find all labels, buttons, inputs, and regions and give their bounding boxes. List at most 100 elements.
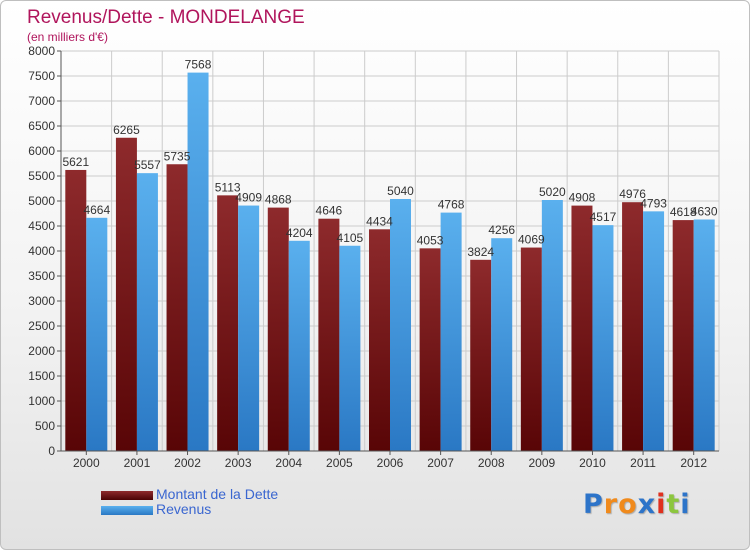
- bar-revenus: [693, 219, 715, 451]
- bar-revenus: [541, 200, 563, 451]
- chart-subtitle: (en milliers d'€): [27, 30, 108, 44]
- data-label-revenus: 5040: [387, 184, 414, 198]
- bar-dette: [65, 169, 87, 451]
- y-tick-label: 8000: [28, 44, 55, 58]
- x-tick-label: 2007: [427, 456, 454, 470]
- bar-revenus: [187, 72, 209, 451]
- x-tick-label: 2010: [579, 456, 606, 470]
- bar-dette: [520, 247, 542, 451]
- y-tick-label: 3500: [28, 269, 55, 283]
- data-label-dette: 3824: [467, 245, 494, 259]
- chart-title: Revenus/Dette - MONDELANGE: [27, 7, 305, 28]
- data-label-revenus: 5557: [134, 158, 161, 172]
- data-label-dette: 5735: [164, 149, 191, 163]
- legend-label-revenus: Revenus: [156, 501, 212, 517]
- data-label-dette: 6265: [113, 123, 140, 137]
- x-tick-label: 2008: [478, 456, 505, 470]
- logo-letter: t: [666, 489, 681, 520]
- data-label-dette: 5113: [215, 180, 241, 194]
- data-label-revenus: 4909: [235, 191, 262, 205]
- x-tick-label: 2001: [124, 456, 151, 470]
- x-tick-label: 2000: [73, 456, 100, 470]
- legend-label-dette: Montant de la Dette: [156, 486, 279, 502]
- bar-dette: [571, 205, 593, 451]
- bar-revenus: [339, 245, 361, 451]
- x-tick-label: 2006: [377, 456, 404, 470]
- y-tick-label: 1000: [28, 394, 55, 408]
- data-label-dette: 4908: [569, 191, 596, 205]
- bar-revenus: [440, 212, 462, 451]
- x-tick-label: 2009: [528, 456, 555, 470]
- bars: [65, 72, 715, 451]
- data-label-revenus: 7568: [185, 58, 212, 72]
- data-label-dette: 5621: [62, 155, 89, 169]
- y-tick-label: 1500: [28, 369, 55, 383]
- proxiti-logo: Proxiti: [583, 489, 691, 520]
- axes: 0 500 1000 1500 2000 2500 3000 3500 4000 4500 5000…: [28, 44, 719, 470]
- data-label-revenus: 4793: [640, 196, 667, 210]
- bar-dette: [318, 218, 340, 451]
- logo-letter: P: [583, 489, 604, 520]
- bar-dette: [369, 229, 390, 451]
- bar-revenus: [288, 240, 310, 451]
- data-label-revenus: 4630: [691, 205, 718, 219]
- y-tick-label: 2000: [28, 344, 55, 358]
- bar-dette: [267, 207, 289, 451]
- data-label-revenus: 4256: [488, 223, 515, 237]
- logo-letter: i: [656, 489, 667, 520]
- bar-dette: [217, 195, 239, 451]
- y-tick-label: 4500: [28, 219, 55, 233]
- bar-revenus: [643, 211, 665, 451]
- legend-swatch-revenus: [101, 506, 153, 515]
- x-tick-label: 2012: [680, 456, 707, 470]
- data-label-revenus: 4664: [83, 203, 110, 217]
- bar-dette: [419, 248, 441, 451]
- data-label-dette: 4868: [265, 193, 292, 207]
- data-label-revenus: 4768: [438, 198, 465, 212]
- bar-dette: [672, 220, 694, 451]
- data-label-dette: 4053: [417, 233, 444, 247]
- x-tick-label: 2011: [630, 456, 656, 470]
- y-tick-label: 5500: [28, 169, 55, 183]
- x-tick-label: 2004: [275, 456, 302, 470]
- bar-revenus: [390, 199, 411, 451]
- data-label-revenus: 5020: [539, 185, 566, 199]
- data-label-dette: 4976: [619, 187, 646, 201]
- bar-revenus: [592, 225, 614, 451]
- y-tick-label: 4000: [28, 244, 55, 258]
- bar-revenus: [136, 173, 158, 451]
- y-tick-label: 6000: [28, 144, 55, 158]
- logo-letter: r: [603, 489, 619, 520]
- y-tick-label: 7000: [28, 94, 55, 108]
- bar-revenus: [238, 205, 260, 451]
- data-label-dette: 4618: [670, 205, 697, 219]
- x-tick-label: 2005: [326, 456, 353, 470]
- y-tick-label: 2500: [28, 319, 55, 333]
- data-label-revenus: 4105: [337, 231, 364, 245]
- legend-swatch-dette: [101, 491, 153, 500]
- bar-dette: [166, 164, 188, 451]
- bar-dette: [470, 259, 492, 451]
- x-tick-label: 2002: [174, 456, 201, 470]
- bar-revenus: [86, 217, 108, 451]
- y-tick-label: 6500: [28, 119, 55, 133]
- data-label-dette: 4069: [518, 233, 545, 247]
- x-tick-label: 2003: [225, 456, 252, 470]
- data-label-revenus: 4204: [286, 226, 313, 240]
- logo-letter: i: [680, 489, 691, 520]
- y-tick-label: 5000: [28, 194, 55, 208]
- y-tick-label: 0: [48, 444, 55, 458]
- y-tick-label: 3000: [28, 294, 55, 308]
- data-label-revenus: 4517: [590, 210, 617, 224]
- bar-revenus: [491, 238, 513, 451]
- logo-letter: o: [618, 489, 638, 520]
- data-label-dette: 4646: [316, 204, 343, 218]
- data-label-dette: 4434: [366, 214, 393, 228]
- logo-letter: x: [637, 489, 657, 520]
- bar-dette: [115, 137, 137, 451]
- y-tick-label: 7500: [28, 69, 55, 83]
- y-tick-label: 500: [35, 419, 55, 433]
